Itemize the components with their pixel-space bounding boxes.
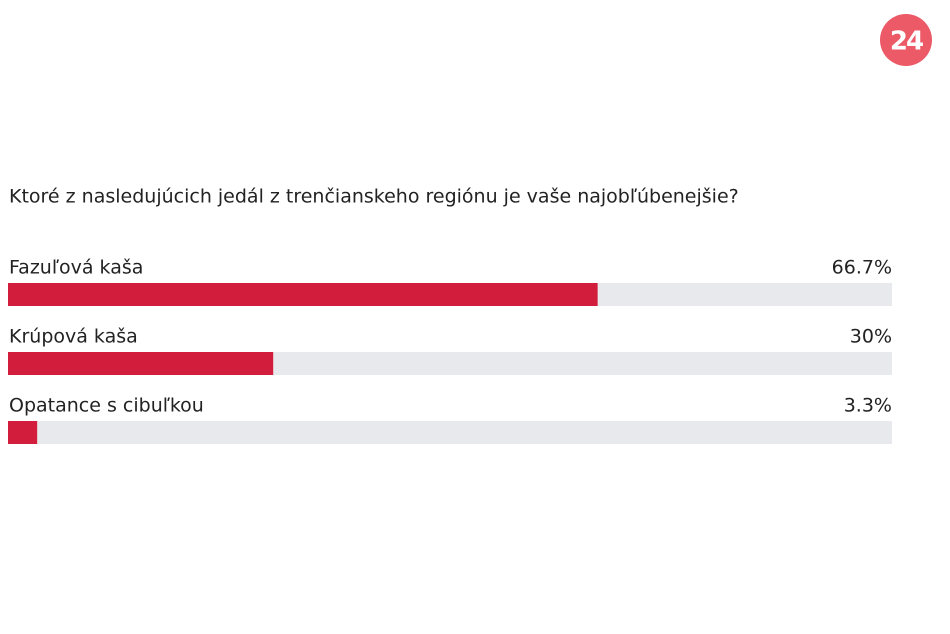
logo-circle: [880, 14, 932, 66]
bar: [8, 283, 598, 306]
category-label: Opatance s cibuľkou: [9, 395, 204, 417]
bar: [8, 352, 274, 375]
bar: [8, 421, 38, 444]
chart-title: Ktoré z nasledujúcich jedál z trenčiansk…: [9, 186, 739, 208]
category-label: Krúpová kaša: [9, 326, 138, 348]
value-label: 30%: [850, 326, 892, 348]
category-label: Fazuľová kaša: [9, 257, 143, 279]
bar-track: [8, 421, 892, 444]
value-label: 3.3%: [844, 395, 892, 417]
value-label: 66.7%: [832, 257, 892, 279]
logo-text: 24: [890, 27, 923, 57]
